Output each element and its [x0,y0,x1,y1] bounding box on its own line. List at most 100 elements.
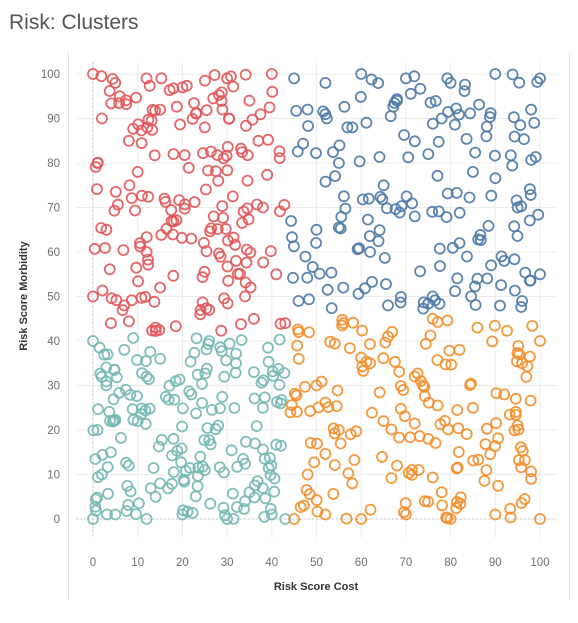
data-point [113,97,125,109]
data-point [504,149,517,162]
data-point [274,317,287,330]
data-point [204,145,217,158]
data-point [241,174,254,187]
data-point [454,497,467,510]
data-point [329,170,342,183]
data-point [155,72,168,85]
data-point [112,198,124,211]
data-point [310,223,323,236]
data-point [291,339,304,352]
data-point [140,355,152,368]
data-point [125,294,138,307]
data-point [461,250,473,263]
data-point [515,497,528,509]
data-point [103,405,116,418]
x-tick-label: 30 [221,557,234,569]
data-point [91,491,103,504]
data-point [91,424,104,436]
data-point [251,198,263,211]
data-point [434,418,447,431]
data-point [366,275,378,288]
data-point [109,185,122,198]
data-point [360,355,373,368]
data-point [376,193,389,206]
data-point [489,508,502,521]
data-point [408,135,421,148]
data-point [508,130,521,143]
data-point [384,110,397,123]
data-point [91,183,103,196]
data-point [495,250,508,263]
data-point [198,265,211,278]
data-point [513,76,526,89]
data-point [488,149,501,162]
data-point [142,253,154,266]
data-point [288,387,301,400]
data-point [377,352,390,365]
data-point [319,508,332,521]
data-point [101,508,113,521]
data-point [511,230,524,242]
data-point [147,462,160,474]
data-point [377,179,390,192]
data-point [331,384,344,397]
data-point [524,274,536,287]
data-point [355,513,368,525]
data-point [451,404,464,416]
y-tick-label: 80 [47,158,60,170]
data-point [479,438,492,451]
data-point [155,433,168,446]
data-point [167,466,180,479]
data-point [354,91,367,103]
data-point [414,82,427,95]
y-tick-label: 10 [47,470,60,482]
data-point [494,299,506,312]
data-point [395,200,408,213]
data-point [132,497,145,510]
data-point [90,504,102,517]
data-point [441,314,454,327]
data-point [218,370,231,383]
data-point [246,113,259,126]
data-point [165,477,178,490]
data-point [134,237,146,250]
data-point [175,442,188,455]
data-point [290,405,303,418]
data-point [122,459,135,472]
data-point [96,448,109,461]
x-tick-label: 100 [530,557,549,569]
data-point [356,193,369,206]
data-point [219,223,232,235]
data-point [154,352,167,365]
data-point [100,361,113,374]
data-point [140,231,153,244]
data-point [198,74,211,87]
data-point [361,213,374,226]
data-point [439,358,452,371]
data-point [480,464,493,477]
data-point [109,413,122,426]
data-point [362,192,375,205]
data-point [205,222,218,235]
data-point [489,68,502,80]
data-point [202,164,214,177]
data-point [216,103,229,116]
x-tick-label: 70 [400,557,413,569]
data-point [122,134,135,147]
data-point [144,482,157,495]
data-point [236,146,249,159]
data-point [167,432,180,445]
data-point [101,348,114,361]
data-point [426,471,439,484]
data-point [127,332,140,344]
data-point [378,251,391,264]
data-point [394,296,407,309]
data-point [221,260,234,273]
data-point [258,391,271,404]
data-point [399,72,412,85]
x-tick-label: 20 [176,557,189,569]
y-axis-title: Risk Score Morbidity [18,240,30,350]
data-point [231,460,244,473]
data-point [185,388,198,401]
